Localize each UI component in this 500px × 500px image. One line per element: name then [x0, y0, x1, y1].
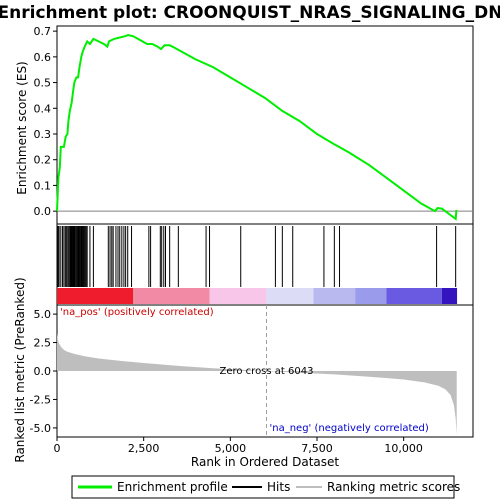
chart-title: Enrichment plot: CROONQUIST_NRAS_SIGNALI… [0, 3, 500, 23]
rank-y-tick-label: -2.5 [30, 393, 51, 406]
rank-y-tick-label: -5.0 [30, 422, 51, 435]
heatmap-band [209, 288, 267, 304]
legend-hits-label: Hits [267, 480, 290, 494]
es-y-axis: 0.0 0.1 0.2 0.3 0.4 0.5 0.6 0.7 [34, 25, 57, 218]
es-y-tick-label: 0.1 [34, 179, 52, 192]
es-y-tick-label: 0.6 [34, 51, 52, 64]
legend-frame [71, 475, 455, 499]
es-y-tick-label: 0.4 [34, 102, 52, 115]
es-panel-frame [56, 25, 474, 225]
es-y-tick-label: 0.0 [34, 205, 52, 218]
zero-cross-label: Zero cross at 6043 [219, 366, 313, 377]
ranking-heatmap-strip [57, 288, 458, 304]
es-y-tick-label: 0.5 [34, 77, 52, 90]
rank-y-tick-label: 2.5 [34, 337, 52, 350]
hit-marks [57, 226, 457, 287]
x-axis: 0 2,500 5,000 7,500 10,000 [54, 437, 423, 455]
es-y-tick-label: 0.2 [34, 154, 52, 167]
rank-y-axis-label: Ranked list metric (PreRanked) [13, 277, 27, 462]
x-tick-label: 7,500 [301, 442, 333, 455]
x-tick-label: 0 [54, 442, 61, 455]
es-y-tick-label: 0.7 [34, 25, 52, 38]
rank-y-tick-label: 5.0 [34, 308, 52, 321]
x-tick-label: 2,500 [128, 442, 160, 455]
es-y-tick-label: 0.3 [34, 128, 52, 141]
heatmap-band [386, 288, 442, 304]
heatmap-band [355, 288, 387, 304]
legend-enrichment-label: Enrichment profile [117, 480, 228, 494]
enrichment-profile-line [56, 33, 458, 221]
heatmap-band [133, 288, 210, 304]
legend: Enrichment profile Hits Ranking metric s… [71, 475, 460, 499]
rank-y-axis: 5.0 2.5 0.0 -2.5 -5.0 [30, 308, 57, 435]
x-axis-label: Rank in Ordered Dataset [191, 455, 339, 469]
heatmap-band [313, 288, 356, 304]
heatmap-band [266, 288, 314, 304]
x-tick-label: 10,000 [384, 442, 423, 455]
rank-y-tick-label: 0.0 [34, 365, 52, 378]
heatmap-band [57, 288, 134, 304]
positive-correlation-label: 'na_pos' (positively correlated) [60, 307, 214, 318]
negative-correlation-label: 'na_neg' (negatively correlated) [269, 423, 428, 434]
es-y-axis-label: Enrichment score (ES) [15, 61, 29, 194]
x-tick-label: 5,000 [215, 442, 247, 455]
legend-metric-label: Ranking metric scores [327, 480, 460, 494]
heatmap-band [441, 288, 458, 304]
